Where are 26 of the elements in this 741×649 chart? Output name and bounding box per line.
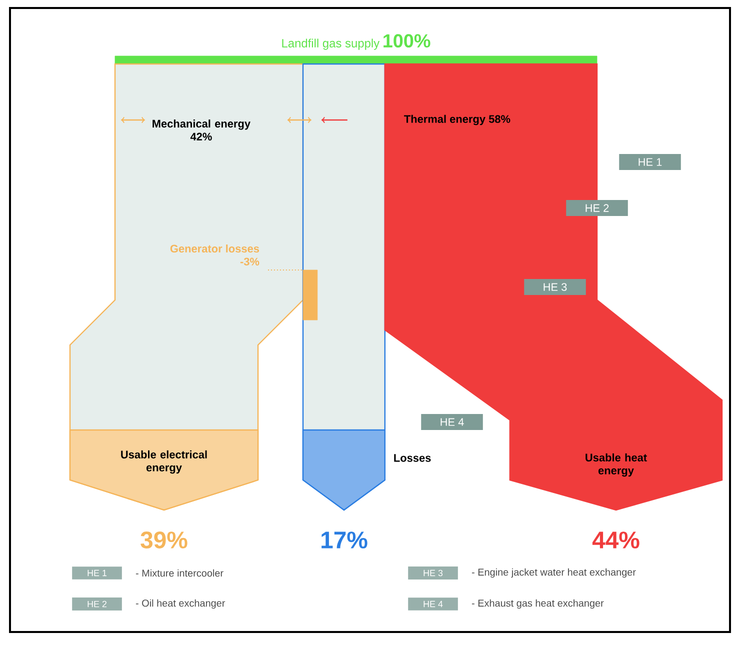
data-label: 58% (488, 115, 510, 123)
text: - Engine jacket water heat exchanger (472, 568, 636, 578)
data-label: 100% (384, 34, 430, 48)
text: HE 2 (586, 204, 609, 212)
text: HE 2 (88, 600, 107, 608)
text: - Oil heat exchanger (136, 599, 226, 609)
category-label: Thermal energy (404, 114, 486, 126)
data-label: 39% (140, 532, 188, 548)
text: HE 1 (638, 158, 662, 166)
category-label: Landfill gas supply (282, 38, 380, 50)
data-label: 17% (322, 532, 368, 548)
data-label: -3% (240, 258, 260, 266)
text: HE 3 (544, 283, 567, 291)
text: HE 3 (424, 570, 443, 576)
text: - Mixture intercooler (136, 569, 224, 577)
category-label: Mechanical energy (152, 120, 250, 130)
category-label: Generator losses (170, 244, 260, 253)
category-label: Usable heat energy (586, 453, 647, 477)
data-label: 44% (592, 532, 640, 548)
text: HE 4 (424, 600, 443, 608)
category-label: Usable electrical energy (121, 450, 207, 474)
text: HE 4 (440, 418, 464, 426)
text: HE 1 (88, 570, 107, 576)
text: - Exhaust gas heat exchanger (472, 599, 604, 609)
data-label: 42% (190, 132, 212, 140)
category-label: Losses (394, 454, 431, 462)
